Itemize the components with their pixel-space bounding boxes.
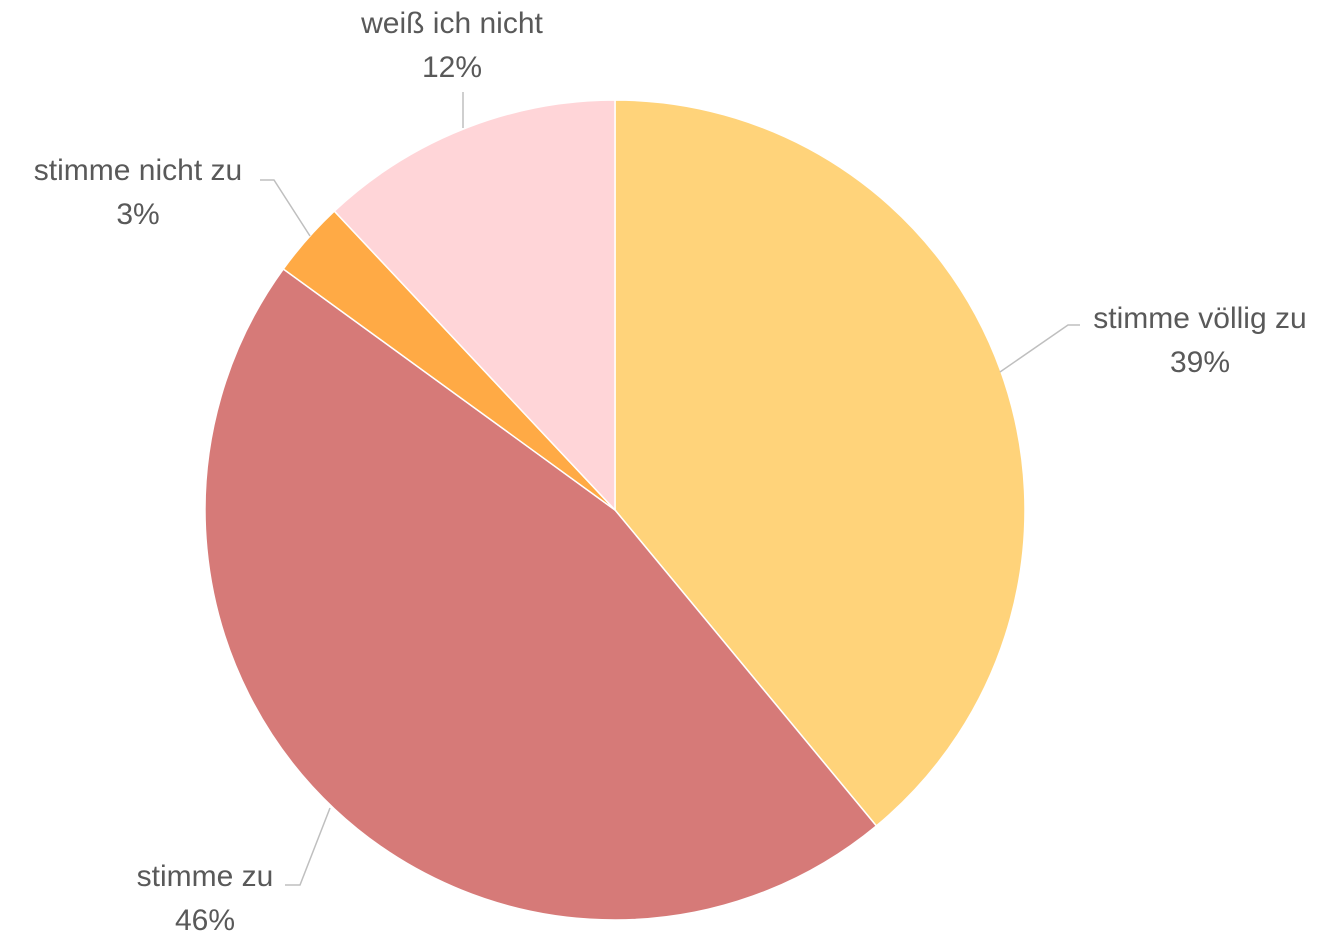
category-label: weiß ich nicht bbox=[360, 7, 543, 40]
value-label: 46% bbox=[175, 904, 235, 936]
leader-line bbox=[999, 324, 1080, 373]
leader-line bbox=[285, 807, 331, 886]
value-label: 39% bbox=[1170, 346, 1230, 379]
category-label: stimme nicht zu bbox=[34, 154, 242, 187]
value-label: 12% bbox=[422, 51, 482, 84]
value-label: 3% bbox=[116, 198, 159, 231]
leader-line bbox=[260, 179, 311, 237]
category-label: stimme völlig zu bbox=[1093, 302, 1306, 335]
pie-slice bbox=[204, 267, 878, 921]
category-label: stimme zu bbox=[137, 860, 274, 893]
pie-slice bbox=[333, 99, 616, 512]
